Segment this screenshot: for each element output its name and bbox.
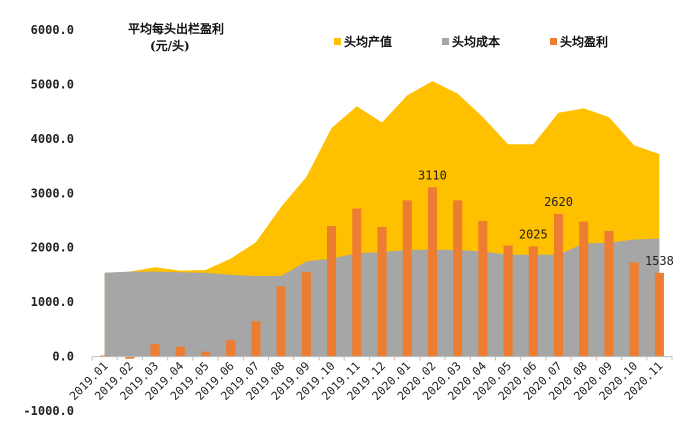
legend-label: 头均成本 [452,34,500,49]
legend-label: 头均产值 [344,34,392,49]
bar-2020.09 [604,230,614,357]
chart-title: 平均每头出栏盈利 [128,21,224,36]
bar-2019.09 [301,272,311,357]
chart-subtitle: (元/头) [150,38,190,53]
bar-2019.03 [150,344,160,357]
y-tick-label: 5000.0 [31,77,74,91]
legend-swatch [334,38,341,45]
legend-label: 头均盈利 [560,34,608,49]
bar-2019.07 [251,321,261,357]
data-label-2020.02: 3110 [418,168,447,182]
bar-2020.10 [629,262,639,357]
bar-2020.03 [453,200,463,357]
y-tick-label: 6000.0 [31,23,74,37]
bar-2019.10 [327,225,337,357]
bar-2019.05 [200,351,211,357]
legend-swatch [442,38,449,45]
bar-2019.08 [276,286,286,357]
bar-2019.12 [377,227,387,357]
bar-2020.05 [503,245,513,357]
bar-2019.11 [352,208,362,357]
bar-2019.02 [125,356,135,359]
bar-2020.01 [402,200,412,357]
bar-2020.11 [654,272,664,357]
bar-2020.04 [478,221,488,357]
y-tick-label: 2000.0 [31,241,74,255]
data-label-2020.06: 2025 [519,227,548,241]
data-label-2020.07: 2620 [544,195,573,209]
legend: 头均产值 头均成本 头均盈利 [334,34,608,49]
y-tick-label: 1000.0 [31,295,74,309]
y-tick-label: -1000.0 [23,404,74,418]
data-label-layer: 3110 2025 2620 1538 [418,168,674,268]
y-tick-label: 3000.0 [31,186,74,200]
bar-2020.08 [579,221,589,357]
legend-swatch [550,38,557,45]
bar-2019.06 [226,340,236,357]
y-tick-label: 4000.0 [31,132,74,146]
bar-2020.06 [528,246,538,357]
bar-2020.02 [427,187,437,357]
bar-2019.04 [175,346,185,357]
y-tick-label: 0.0 [52,350,74,364]
bar-2019.01 [100,355,110,357]
bar-2020.07 [553,213,564,357]
data-label-2020.11: 1538 [645,254,674,268]
bar-series-layer [100,187,664,359]
